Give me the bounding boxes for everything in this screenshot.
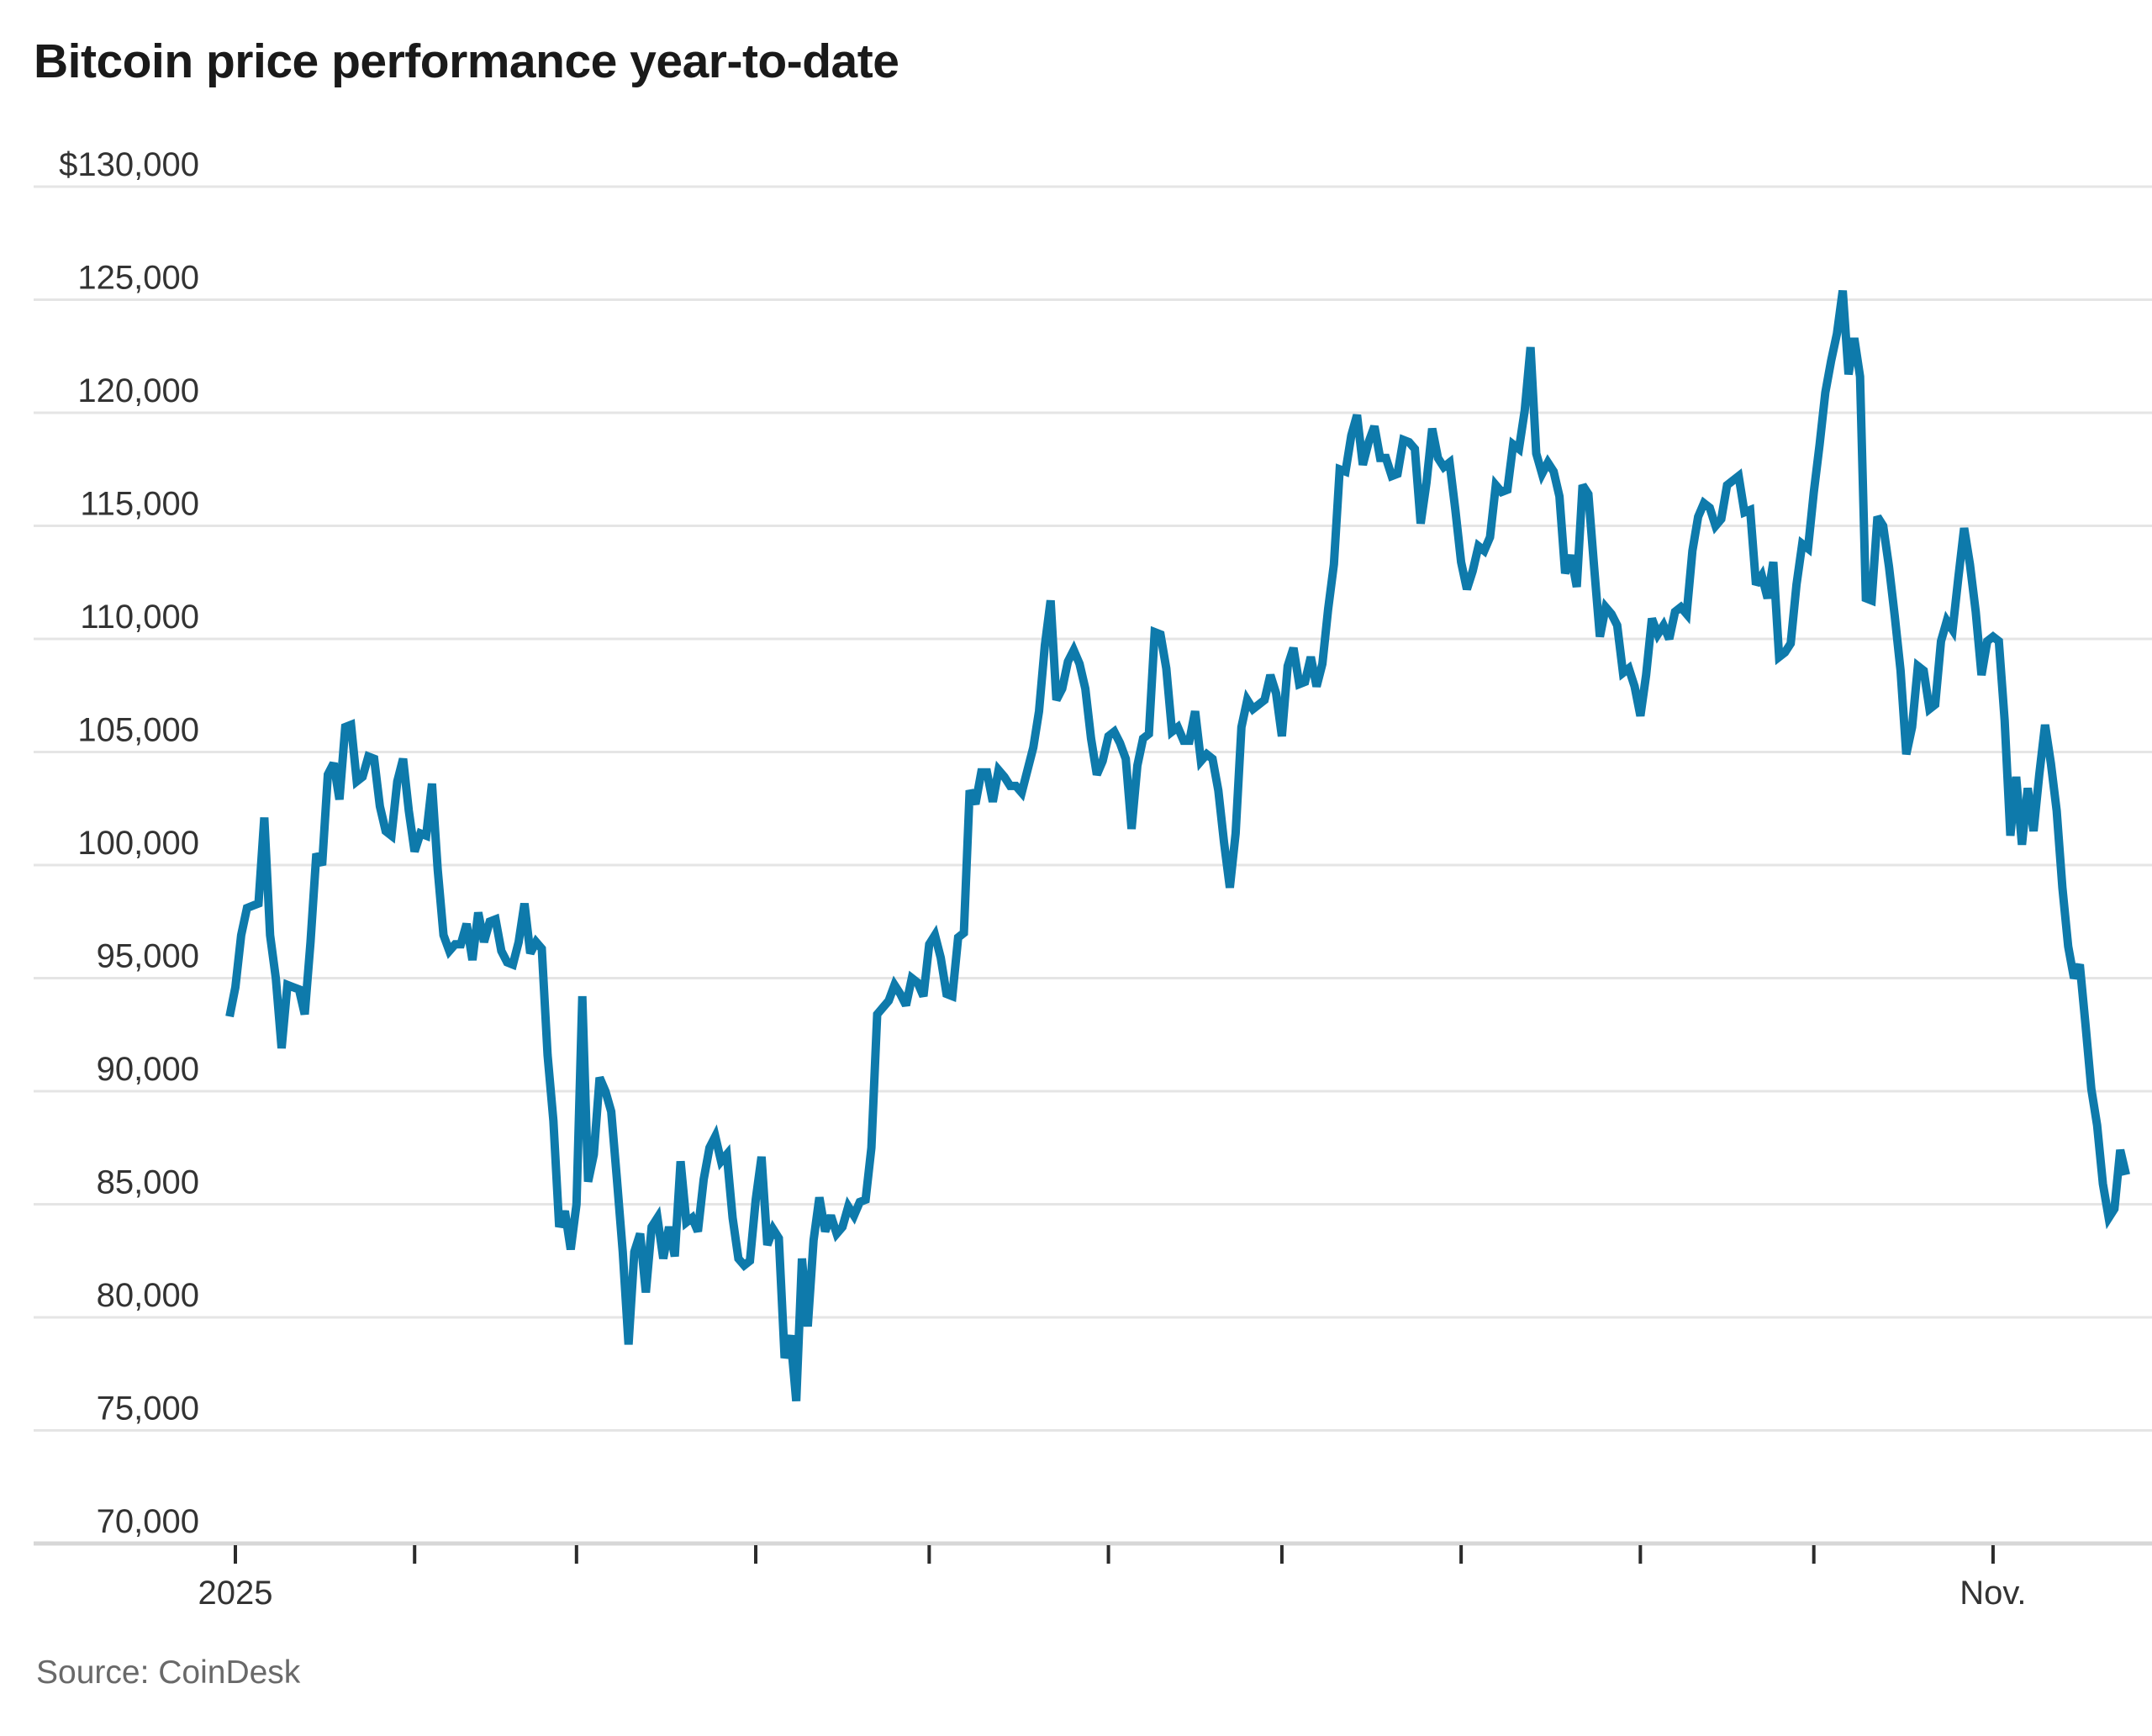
y-axis-label: 105,000 [77, 712, 199, 749]
price-line-series [225, 290, 2130, 1401]
x-axis-label: Nov. [1959, 1575, 2026, 1612]
y-axis-label: 115,000 [80, 486, 199, 523]
y-axis-label: 80,000 [97, 1277, 199, 1314]
y-axis-label: $130,000 [59, 146, 199, 183]
chart-title: Bitcoin price performance year-to-date [34, 34, 899, 88]
y-axis-label: 120,000 [77, 372, 199, 409]
y-axis-label: 70,000 [97, 1503, 199, 1540]
x-axis-label: 2025 [198, 1575, 273, 1612]
y-axis-label: 125,000 [77, 260, 199, 297]
y-axis-label: 100,000 [77, 825, 199, 862]
y-axis-label: 85,000 [97, 1164, 199, 1201]
y-axis-label: 110,000 [80, 599, 199, 636]
source-attribution: Source: CoinDesk [36, 1654, 301, 1691]
y-axis-label: 90,000 [97, 1051, 199, 1088]
y-axis-label: 75,000 [97, 1390, 199, 1427]
y-axis-label: 95,000 [97, 938, 199, 975]
